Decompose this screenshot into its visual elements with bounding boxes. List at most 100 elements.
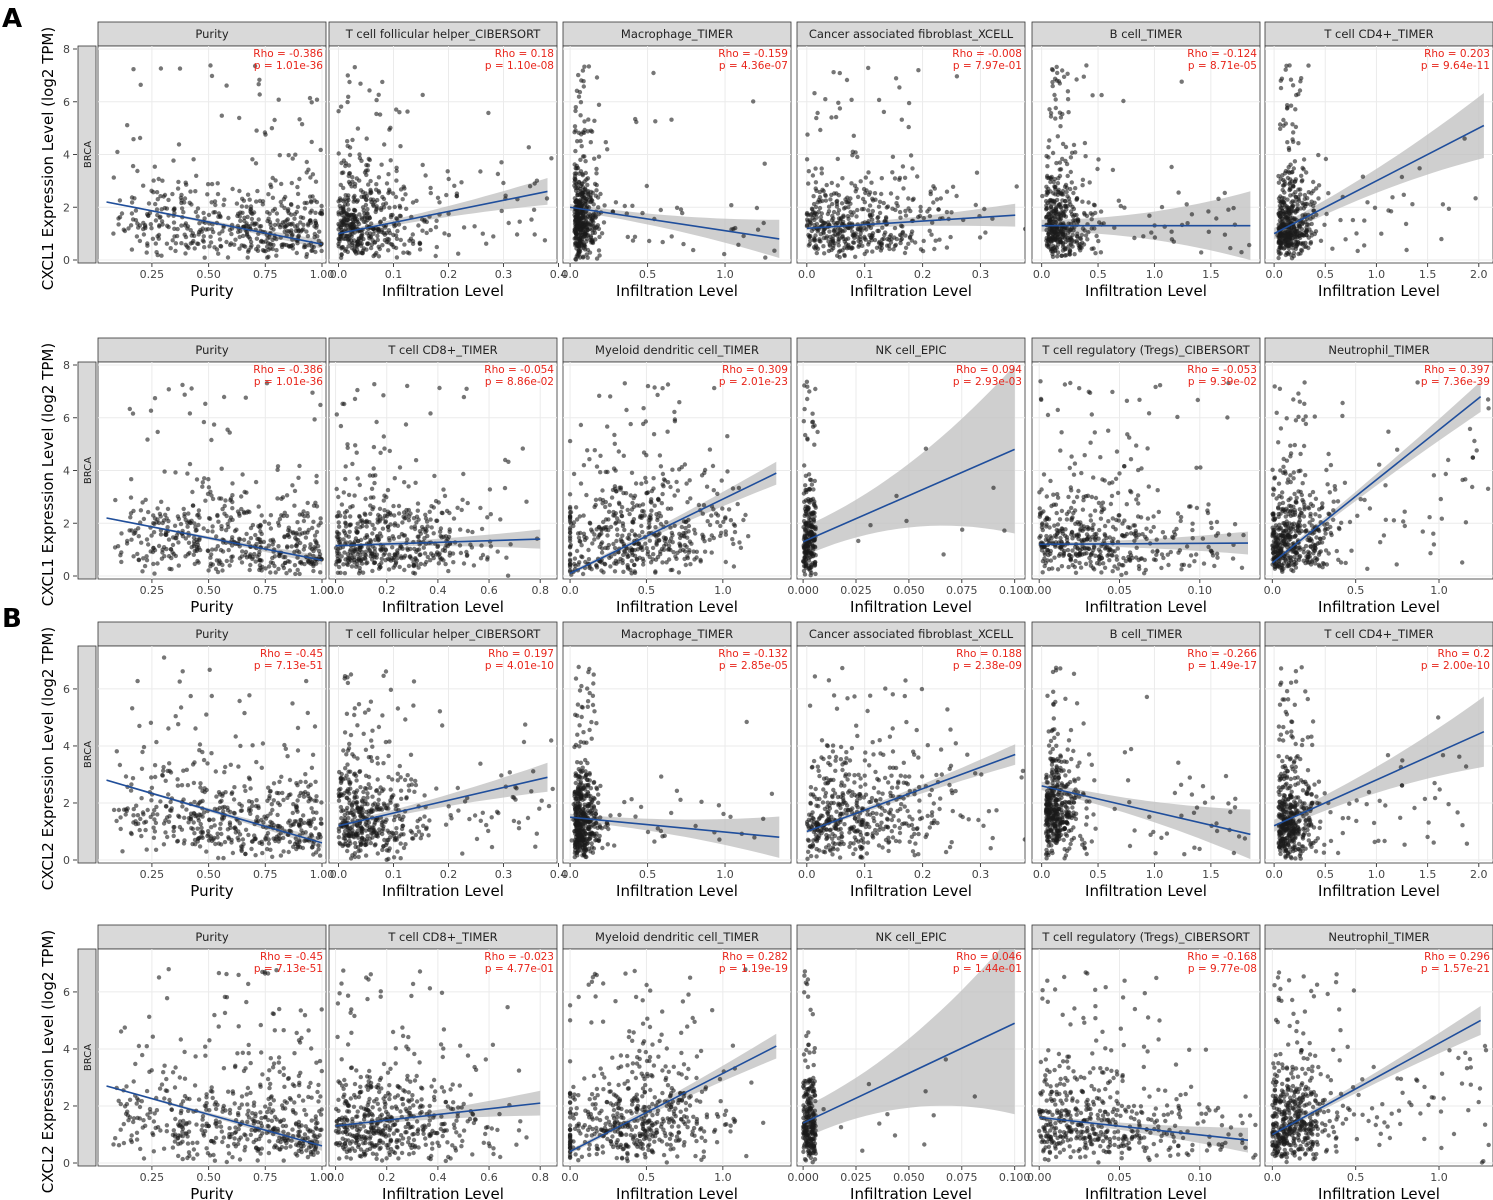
data-point (1066, 110, 1071, 115)
data-point (162, 469, 167, 474)
data-point (217, 237, 223, 242)
data-point (1071, 206, 1077, 212)
data-point (244, 204, 249, 209)
data-point (982, 206, 987, 212)
data-point (268, 526, 274, 531)
data-point (423, 516, 429, 521)
y-axis-title: CXCL1 Expression Level (log2 TPM) (39, 343, 57, 606)
data-point (816, 227, 821, 232)
data-point (723, 559, 728, 565)
data-point (136, 534, 141, 539)
data-point (900, 229, 906, 235)
data-point (267, 211, 272, 216)
data-point (826, 209, 832, 214)
data-point (213, 547, 218, 552)
data-point (746, 534, 751, 539)
data-point (948, 234, 953, 240)
data-point (596, 205, 601, 210)
data-point (856, 244, 861, 249)
data-point (1050, 251, 1055, 257)
data-point (1038, 533, 1043, 539)
data-point (803, 521, 808, 526)
data-point (731, 541, 736, 547)
data-point (302, 243, 307, 248)
data-point (592, 504, 597, 510)
data-point (573, 231, 578, 236)
data-point (431, 531, 436, 536)
data-point (257, 92, 262, 97)
x-axis-title: Infiltration Level (1085, 282, 1207, 300)
data-point (605, 147, 610, 152)
data-point (443, 561, 448, 567)
panel-strip (97, 337, 327, 363)
data-point (276, 544, 281, 549)
data-point (809, 482, 815, 487)
data-point (257, 558, 262, 563)
data-point (187, 461, 193, 467)
data-point (451, 516, 457, 521)
data-point (353, 546, 358, 552)
data-point (826, 204, 832, 209)
data-point (668, 536, 674, 541)
data-point (274, 253, 279, 258)
data-point (351, 199, 356, 204)
data-point (1083, 233, 1089, 238)
data-point (458, 527, 463, 532)
data-point (172, 207, 177, 212)
data-point (345, 99, 350, 105)
data-point (944, 245, 950, 250)
data-point (587, 565, 592, 571)
data-point (275, 467, 280, 472)
p-value: p = 1.01e-36 (254, 60, 323, 72)
data-point (348, 505, 353, 510)
data-point (802, 555, 807, 560)
data-point (342, 236, 348, 241)
data-point (1290, 137, 1295, 142)
data-point (1289, 256, 1295, 261)
data-point (289, 202, 294, 207)
data-point (177, 66, 183, 71)
data-point (674, 205, 680, 210)
data-point (343, 163, 348, 169)
data-point (314, 480, 319, 485)
data-point (181, 210, 186, 215)
data-point (277, 516, 283, 522)
data-point (282, 219, 287, 224)
data-point (193, 189, 198, 194)
data-point (379, 546, 384, 552)
data-point (421, 545, 426, 550)
data-point (244, 221, 249, 226)
data-point (1082, 210, 1087, 216)
data-point (567, 530, 573, 535)
data-point (378, 450, 383, 455)
confidence-band (570, 461, 777, 576)
data-point (836, 193, 842, 198)
data-point (377, 519, 382, 524)
data-point (632, 493, 638, 498)
data-point (1276, 225, 1281, 231)
data-point (1439, 236, 1444, 242)
data-point (196, 508, 202, 513)
data-point (229, 558, 234, 563)
data-point (258, 523, 263, 528)
data-point (366, 182, 371, 187)
data-point (446, 176, 451, 182)
data-point (811, 245, 817, 250)
data-point (592, 224, 597, 229)
data-point (839, 201, 845, 206)
data-point (276, 520, 281, 525)
data-point (934, 197, 940, 202)
data-point (192, 521, 197, 526)
data-point (902, 175, 908, 180)
data-point (297, 560, 303, 565)
data-point (578, 100, 584, 105)
data-point (470, 529, 475, 535)
data-point (1112, 225, 1117, 230)
data-point (380, 79, 385, 85)
data-point (341, 490, 346, 495)
data-point (373, 473, 378, 478)
data-point (1068, 186, 1073, 192)
data-point (298, 540, 303, 546)
data-point (809, 206, 815, 211)
data-point (195, 558, 200, 564)
